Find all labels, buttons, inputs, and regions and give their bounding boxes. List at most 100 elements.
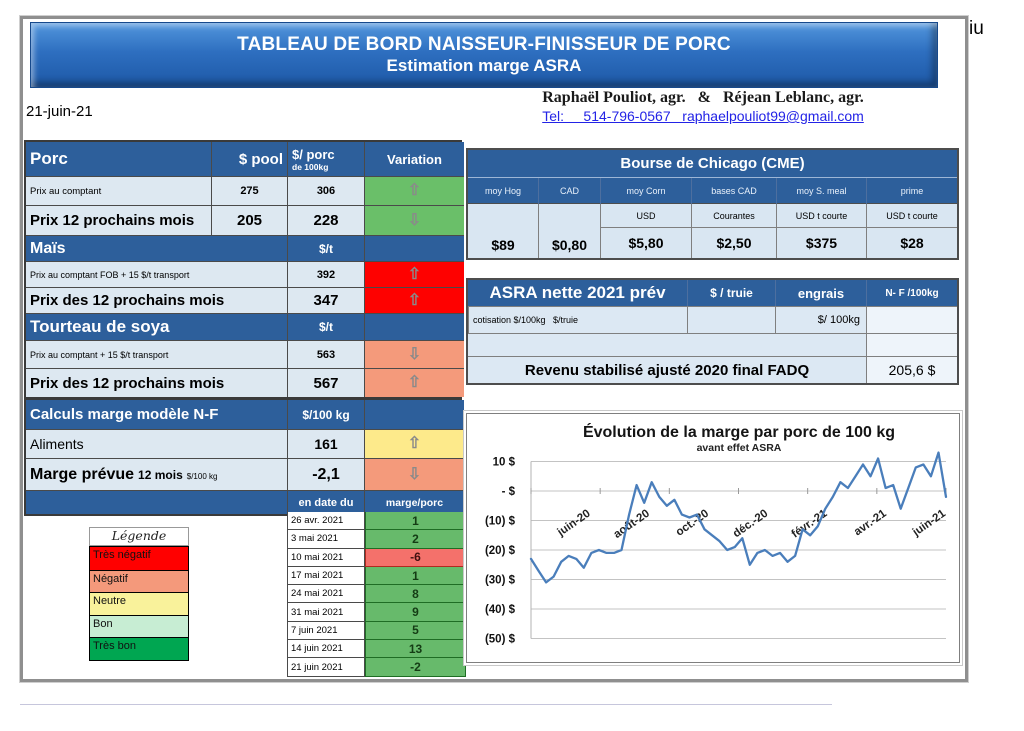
porc-section-title: Porc bbox=[26, 142, 211, 176]
svg-text:10 $: 10 $ bbox=[493, 457, 516, 469]
history-date-cell: 7 juin 2021 bbox=[287, 621, 365, 641]
variation-cell: ⇩ bbox=[364, 458, 464, 490]
legend-item: Très négatif bbox=[90, 547, 188, 570]
asra-empty-row bbox=[468, 333, 866, 356]
variation-cell: ⇧ bbox=[364, 287, 464, 313]
cme-title: Bourse de Chicago (CME) bbox=[468, 150, 957, 178]
cme-sub-header: USD bbox=[600, 204, 691, 228]
contact-block: Raphaël Pouliot, agr. & Réjean Leblanc, … bbox=[443, 89, 963, 124]
down-arrow-icon: ⇩ bbox=[407, 465, 422, 483]
history-marge-cell: 8 bbox=[365, 585, 466, 604]
cotisation-truie-value bbox=[687, 306, 775, 333]
history-date-col-header: en date du bbox=[287, 490, 364, 514]
up-arrow-icon: ⇧ bbox=[407, 435, 422, 452]
dashboard-subtitle: Estimation marge ASRA bbox=[386, 56, 582, 75]
cme-value-cell: $28 bbox=[866, 228, 957, 258]
row-label: Prix des 12 prochains mois bbox=[26, 368, 287, 397]
cme-column-header: moy Corn bbox=[601, 178, 691, 204]
svg-text:avant effet ASRA: avant effet ASRA bbox=[697, 442, 782, 454]
legend-item: Neutre bbox=[90, 592, 188, 615]
legend-box: Légende Très négatif Négatif Neutre Bon Très… bbox=[89, 527, 189, 661]
cme-column: prime USD t courte $28 bbox=[866, 178, 957, 258]
corner-text: iu bbox=[969, 18, 984, 39]
cme-value-cell: $2,50 bbox=[691, 228, 776, 258]
history-marge-cell: 13 bbox=[365, 640, 466, 659]
col-variation-header: Variation bbox=[364, 142, 464, 176]
row-value: 347 bbox=[287, 287, 364, 313]
cme-column-header: moy Hog bbox=[468, 178, 538, 204]
up-arrow-icon: ⇧ bbox=[407, 291, 422, 309]
prices-table: Porc $ pool $/ porc de 100kg Variation P… bbox=[24, 140, 464, 399]
row-porc-value: 306 bbox=[287, 176, 364, 205]
title-banner: TABLEAU DE BORD NAISSEUR-FINISSEUR DE PO… bbox=[30, 22, 938, 88]
legend-title: Légende bbox=[89, 527, 189, 546]
svg-text:(40) $: (40) $ bbox=[485, 604, 516, 616]
cme-column: moy Hog $89 bbox=[468, 178, 538, 258]
history-marge-cell: 2 bbox=[365, 530, 466, 549]
svg-text:(20) $: (20) $ bbox=[485, 545, 516, 557]
variation-cell: ⇧ bbox=[364, 176, 464, 205]
col-porc-header: $/ porc de 100kg bbox=[287, 142, 364, 176]
history-marge-cell: 5 bbox=[365, 621, 466, 641]
svg-text:(10) $: (10) $ bbox=[485, 516, 516, 528]
row-label: Prix des 12 prochains mois bbox=[26, 287, 287, 313]
cotisation-label: cotisation $/100kg $/truie bbox=[468, 306, 687, 333]
down-arrow-icon: ⇩ bbox=[407, 211, 422, 229]
variation-cell: ⇩ bbox=[364, 340, 464, 368]
cme-sub-header: USD t courte bbox=[866, 204, 957, 228]
aliments-value: 161 bbox=[287, 429, 364, 458]
row-label: Prix 12 prochains mois bbox=[26, 205, 211, 235]
variation-cell: ⇧ bbox=[364, 368, 464, 397]
revenu-label: Revenu stabilisé ajusté 2020 final FADQ bbox=[468, 356, 866, 383]
row-label: Prix au comptant FOB + 15 $/t transport bbox=[26, 261, 287, 287]
row-pool-value: 275 bbox=[211, 176, 287, 205]
report-date: 21-juin-21 bbox=[26, 103, 93, 120]
contact-tel-email-link[interactable]: Tel: 514-796-0567 raphaelpouliot99@gmail… bbox=[542, 108, 864, 124]
cme-table: Bourse de Chicago (CME) moy Hog $89 CAD $0,… bbox=[466, 148, 959, 260]
asra-col-engrais: engrais bbox=[775, 280, 866, 306]
row-pool-value: 205 bbox=[211, 205, 287, 235]
cme-grid: moy Hog $89 CAD $0,80 moy Corn USD $5,80 bases … bbox=[468, 178, 957, 258]
row-value: 567 bbox=[287, 368, 364, 397]
mais-section-title: Maïs bbox=[26, 235, 287, 261]
cme-value-cell: $375 bbox=[776, 228, 866, 258]
history-date-cell: 24 mai 2021 bbox=[287, 585, 365, 604]
legend-items: Très négatif Négatif Neutre Bon Très bon bbox=[89, 546, 189, 661]
revenu-value: 205,6 $ bbox=[866, 356, 957, 383]
history-date-cell: 10 mai 2021 bbox=[287, 548, 365, 567]
cme-column: moy Corn USD $5,80 bbox=[600, 178, 691, 258]
row-value: 392 bbox=[287, 261, 364, 287]
asra-col-nf: N- F /100kg bbox=[866, 280, 957, 306]
row-value: 563 bbox=[287, 340, 364, 368]
svg-text:déc.-20: déc.-20 bbox=[731, 508, 770, 541]
up-arrow-icon: ⇧ bbox=[407, 182, 422, 199]
soya-section-title: Tourteau de soya bbox=[26, 313, 287, 340]
asra-title: ASRA nette 2021 prév bbox=[489, 283, 666, 302]
history-marge-cell: 9 bbox=[365, 603, 466, 622]
variation-cell: ⇧ bbox=[364, 261, 464, 287]
cme-column-header: bases CAD bbox=[692, 178, 776, 204]
legend-item: Très bon bbox=[90, 637, 188, 660]
asra-empty-nf bbox=[866, 333, 957, 356]
cotisation-nf-value bbox=[866, 306, 957, 333]
aliments-label: Aliments bbox=[26, 429, 287, 458]
marge-prevue-label: Marge prévue 12 mois $/100 kg bbox=[26, 458, 287, 490]
row-label: Prix au comptant + 15 $/t transport bbox=[26, 340, 287, 368]
calculs-table: Calculs marge modèle N-F $/100 kg Alimen… bbox=[24, 398, 464, 516]
marge-prevue-value: -2,1 bbox=[287, 458, 364, 490]
svg-text:Évolution de la marge par porc: Évolution de la marge par porc de 100 kg bbox=[583, 422, 895, 441]
history-date-cell: 21 juin 2021 bbox=[287, 658, 365, 677]
col-porc-header-main: $/ porc bbox=[292, 146, 335, 162]
col-pool-header: $ pool bbox=[211, 142, 287, 176]
history-marge-cell: -2 bbox=[365, 658, 466, 677]
history-header-spacer bbox=[26, 490, 287, 514]
calculs-unit: $/100 kg bbox=[287, 400, 364, 429]
asra-table: ASRA nette 2021 prév $ / truie engrais N… bbox=[466, 278, 959, 385]
asra-col-truie: $ / truie bbox=[687, 280, 775, 306]
history-date-cell: 3 mai 2021 bbox=[287, 530, 365, 549]
legend-item: Négatif bbox=[90, 569, 188, 593]
svg-text:(50) $: (50) $ bbox=[485, 634, 516, 646]
history-marge-cell: 1 bbox=[365, 512, 466, 531]
cme-column: bases CAD Courantes $2,50 bbox=[691, 178, 776, 258]
cme-sub-header: Courantes bbox=[691, 204, 776, 228]
